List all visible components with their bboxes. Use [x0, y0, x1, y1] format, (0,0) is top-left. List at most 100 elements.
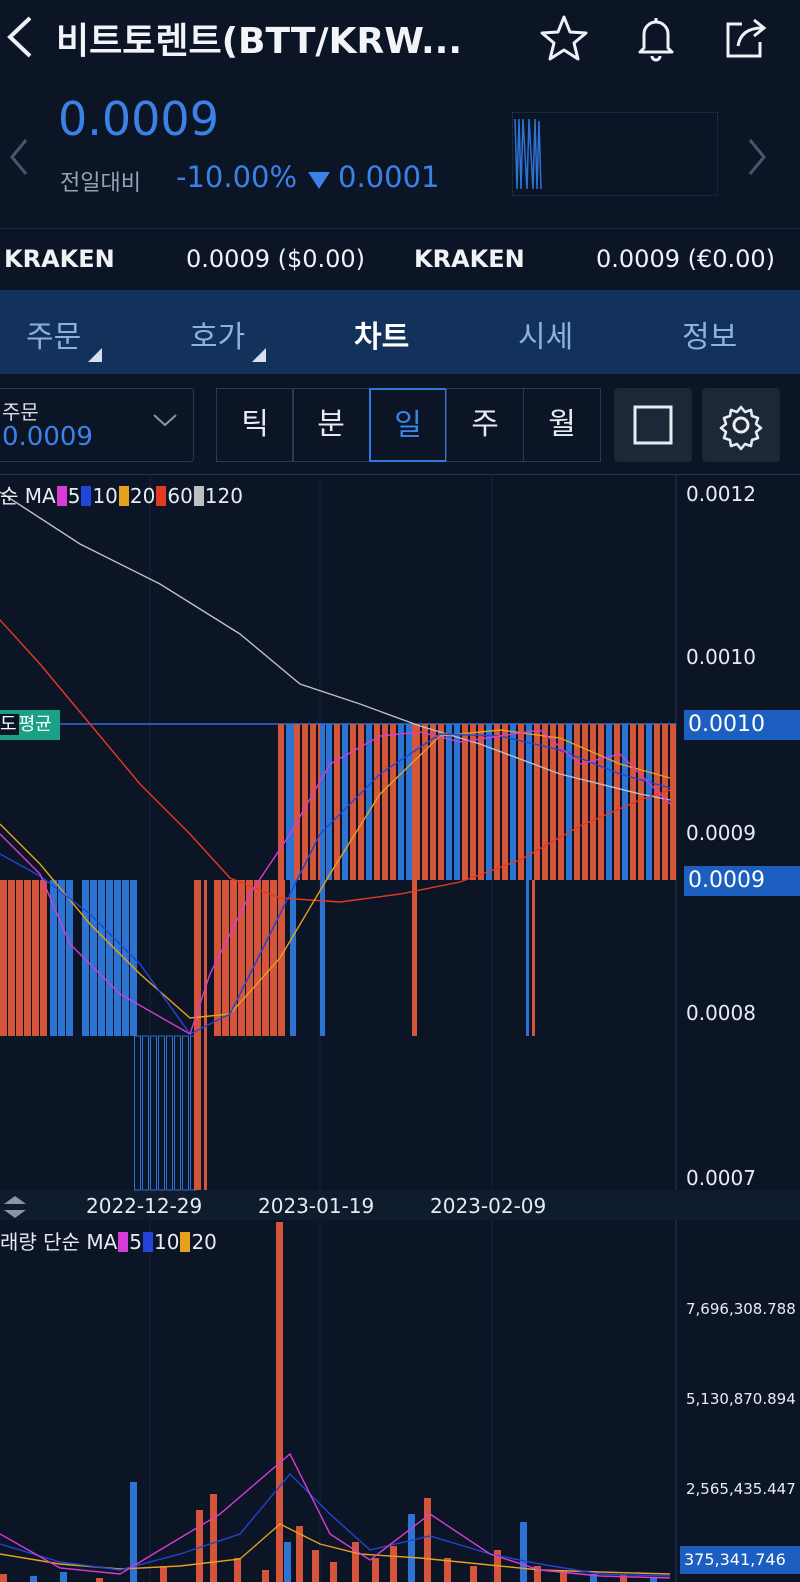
candle — [582, 724, 588, 880]
volume-tick-label: 2,565,435.447 — [686, 1480, 796, 1498]
settings-button[interactable] — [702, 388, 780, 462]
period-day[interactable]: 일 — [369, 388, 447, 462]
candle — [510, 724, 516, 880]
period-tick[interactable]: 틱 — [216, 388, 294, 462]
volume-bar — [0, 1574, 7, 1582]
volume-bar — [620, 1574, 627, 1582]
back-icon[interactable] — [2, 12, 38, 62]
candle — [542, 724, 548, 880]
chevron-down-icon[interactable] — [150, 410, 180, 430]
candle — [558, 724, 564, 880]
volume-bar — [30, 1576, 37, 1582]
candle — [50, 880, 57, 1036]
current-volume-badge: 375,341,746 — [680, 1546, 800, 1574]
candle — [326, 724, 332, 880]
volume-bar — [444, 1558, 451, 1582]
exchange-name: KRAKEN — [414, 245, 525, 273]
candle — [158, 1035, 165, 1191]
tab-orderbook[interactable]: 호가 — [190, 320, 246, 355]
tab-quotes[interactable]: 시세 — [518, 320, 574, 355]
candle — [262, 880, 269, 1036]
candle — [320, 724, 325, 1036]
candle — [150, 1035, 157, 1191]
avg-price-badge: 도 평균 — [0, 710, 60, 740]
period-week[interactable]: 주 — [446, 388, 524, 462]
candle — [532, 880, 535, 1036]
avg-badge-label: 평균 — [18, 714, 52, 735]
y-tick-label: 0.0012 — [686, 482, 756, 506]
candle — [398, 724, 404, 880]
candle — [422, 724, 428, 880]
ma5-swatch — [56, 486, 67, 506]
tab-order[interactable]: 주문 — [26, 320, 82, 355]
exchange-value: 0.0009 ($0.00) — [186, 245, 366, 273]
volume-bar — [372, 1558, 379, 1582]
candle — [58, 880, 65, 1036]
y-tick-label: 0.0007 — [686, 1166, 756, 1190]
ma60-swatch — [156, 486, 167, 506]
candle — [106, 880, 113, 1036]
volume-bar — [262, 1570, 269, 1582]
mini-chart — [512, 112, 718, 196]
ma120-swatch — [193, 486, 204, 506]
ma10-line — [0, 733, 671, 1035]
legend-period: 120 — [204, 484, 243, 508]
period-minute[interactable]: 분 — [292, 388, 370, 462]
y-tick-label: 0.0010 — [686, 645, 756, 669]
candle — [654, 724, 660, 880]
price-ma-legend: 순 MA 5 10 20 60 120 — [0, 480, 243, 509]
current-price-badge: 0.0010 — [684, 710, 800, 740]
price-chart-area[interactable]: 순 MA 5 10 20 60 120 0.0012 0.0010 0.0009 0.00… — [0, 474, 800, 1582]
ma60-line — [0, 619, 671, 903]
ma5-line — [0, 729, 671, 1036]
volume-bar — [196, 1510, 203, 1582]
candle — [446, 724, 452, 880]
candle — [114, 880, 121, 1036]
tab-chart[interactable]: 차트 — [354, 320, 410, 355]
x-axis-strip — [0, 1190, 800, 1220]
resize-handle-icon[interactable] — [0, 1192, 30, 1222]
candle — [286, 724, 292, 880]
volume-bar — [276, 1222, 283, 1582]
last-price-badge: 0.0009 — [684, 866, 800, 896]
candle — [350, 724, 356, 880]
y-tick-label: 0.0009 — [686, 821, 756, 845]
page-title: 비트토렌트(BTT/KRW... — [56, 21, 462, 62]
fullscreen-button[interactable] — [614, 388, 692, 462]
volume-bar — [470, 1566, 477, 1582]
period-month[interactable]: 월 — [523, 388, 601, 462]
legend-period: 10 — [154, 1230, 180, 1254]
candle — [40, 880, 47, 1036]
volume-ma5-line — [0, 1452, 671, 1579]
candle — [278, 880, 285, 1036]
next-icon[interactable] — [742, 132, 772, 182]
order-price-select[interactable] — [0, 388, 194, 462]
y-tick-label: 0.0008 — [686, 1001, 756, 1025]
star-icon[interactable] — [538, 12, 590, 64]
candle — [270, 880, 277, 1036]
candle — [366, 724, 372, 880]
volume-bar — [160, 1566, 167, 1582]
candle — [590, 724, 596, 880]
candle — [194, 880, 201, 1190]
candle — [486, 724, 492, 880]
volume-bar — [130, 1482, 137, 1582]
volume-bar — [234, 1558, 241, 1582]
tab-info[interactable]: 정보 — [682, 320, 738, 355]
candle — [16, 880, 23, 1036]
x-tick-label: 2022-12-29 — [86, 1194, 203, 1218]
share-icon[interactable] — [720, 12, 772, 64]
candle — [454, 724, 460, 880]
candle — [534, 724, 540, 880]
candle — [358, 724, 364, 880]
order-label: 주문 — [2, 400, 39, 424]
down-arrow-icon — [308, 172, 330, 189]
bell-icon[interactable] — [630, 12, 682, 64]
candle — [670, 724, 676, 880]
volume-bar — [520, 1522, 527, 1582]
prev-icon[interactable] — [4, 132, 34, 182]
x-tick-label: 2023-02-09 — [430, 1194, 547, 1218]
candle — [390, 724, 396, 880]
candle — [382, 724, 388, 880]
chart-canvas[interactable] — [0, 474, 800, 1582]
